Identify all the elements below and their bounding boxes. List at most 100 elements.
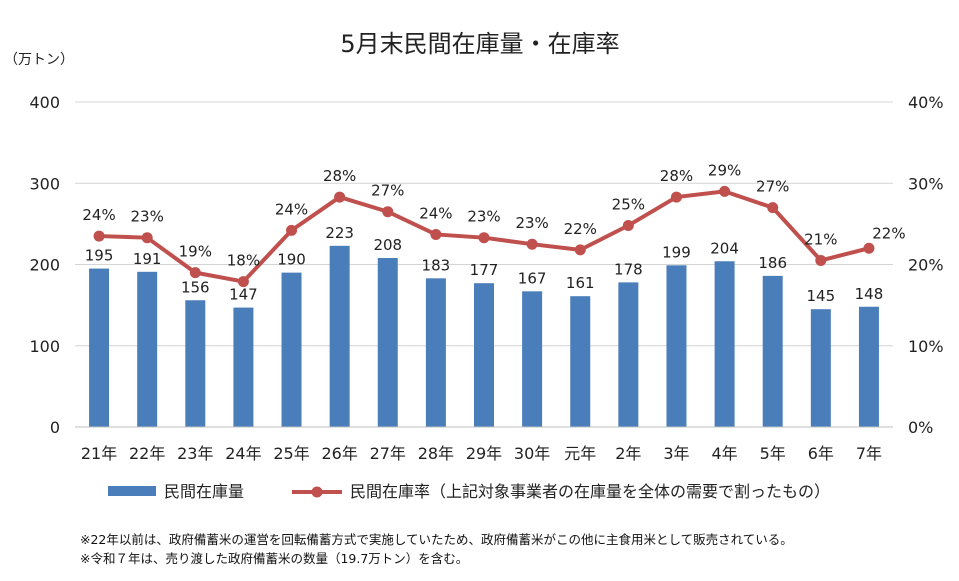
line-value-label: 18%	[227, 252, 260, 270]
line-point	[189, 267, 201, 279]
line-value-label: 24%	[275, 200, 308, 218]
bar-value-label: 145	[807, 287, 836, 305]
line-point	[286, 224, 298, 236]
line-value-label: 19%	[179, 243, 212, 261]
y-left-tick-label: 0	[50, 418, 60, 437]
bar-value-label: 156	[181, 278, 210, 296]
bar-value-label: 208	[373, 236, 402, 254]
bar	[666, 265, 687, 427]
x-tick-label: 27年	[370, 444, 406, 463]
footnotes: ※22年以前は、政府備蓄米の運営を回転備蓄方式で実施していたため、政府備蓄米がこ…	[80, 530, 793, 568]
bar-value-label: 183	[422, 256, 451, 274]
y-right-tick-label: 40%	[908, 93, 944, 112]
bar	[618, 282, 639, 427]
bar	[233, 307, 254, 427]
legend: 民間在庫量 民間在庫率（上記対象事業者の在庫量を全体の需要で割ったもの）	[108, 482, 830, 501]
line-value-label: 21%	[804, 230, 837, 248]
bar	[89, 268, 110, 427]
bar-value-label: 148	[855, 285, 884, 303]
bar-value-label: 199	[662, 243, 691, 261]
bar	[474, 283, 494, 427]
bar-series	[89, 245, 879, 427]
y-right-tick-label: 30%	[908, 174, 944, 193]
x-tick-label: 元年	[564, 444, 596, 463]
bar-value-label: 190	[277, 251, 306, 269]
line-point	[382, 206, 394, 218]
legend-label-line: 民間在庫率（上記対象事業者の在庫量を全体の需要で割ったもの）	[350, 482, 830, 501]
bar	[522, 291, 543, 427]
line-value-label: 23%	[467, 208, 500, 226]
bar-value-label: 204	[710, 239, 739, 257]
line-point	[670, 191, 682, 203]
line-point	[237, 276, 249, 288]
line-point	[430, 228, 442, 240]
bar-value-label: 161	[566, 274, 595, 292]
bar-value-label: 191	[133, 250, 162, 268]
line-point	[767, 202, 779, 214]
bar	[281, 272, 302, 427]
line-value-label: 25%	[612, 196, 645, 214]
line-value-label: 22%	[872, 224, 905, 242]
line-point	[93, 230, 105, 242]
x-tick-label: 6年	[808, 444, 834, 463]
legend-swatch-bar	[108, 486, 156, 496]
line-point	[478, 232, 490, 244]
bar	[377, 258, 398, 427]
x-tick-label: 22年	[129, 444, 165, 463]
line-value-label: 24%	[82, 206, 115, 224]
bar	[425, 278, 446, 427]
x-tick-label: 25年	[273, 444, 309, 463]
line-point	[622, 220, 634, 231]
x-tick-label: 7年	[856, 444, 882, 463]
bar-value-label: 167	[518, 269, 547, 287]
axes: 0 0% 100 10% 200 20% 300 30% 400 40% 21年 22年 23年 24年 2…	[29, 93, 943, 463]
line-value-label: 23%	[131, 208, 164, 226]
x-tick-label: 29年	[466, 444, 502, 463]
bar	[570, 296, 591, 427]
bar-value-label: 178	[614, 260, 643, 278]
bar-value-label: 147	[229, 286, 258, 304]
y-right-tick-label: 20%	[908, 256, 944, 275]
legend-label-bar: 民間在庫量	[164, 482, 244, 501]
x-tick-label: 21年	[81, 444, 117, 463]
line-point	[141, 232, 153, 244]
line-value-label: 22%	[564, 220, 597, 238]
bar-value-label: 177	[470, 261, 499, 279]
data-labels: 195 191 156 147 190 223 208 183 177 167 161 178 199 2…	[82, 161, 905, 305]
bar-value-label: 186	[758, 254, 787, 272]
bar	[137, 271, 158, 427]
y-left-tick-label: 200	[29, 256, 60, 275]
y-left-unit: （万トン）	[4, 52, 74, 68]
line-point	[719, 185, 731, 197]
bar-value-label: 223	[325, 224, 354, 242]
line-point	[863, 242, 875, 254]
line-point	[815, 254, 827, 266]
bar-value-label: 195	[85, 247, 114, 265]
line-value-label: 27%	[371, 182, 404, 200]
line-point	[334, 191, 346, 203]
x-tick-label: 23年	[177, 444, 213, 463]
x-tick-label: 26年	[321, 444, 357, 463]
y-left-tick-label: 300	[29, 174, 60, 193]
x-tick-label: 4年	[711, 444, 737, 463]
bar	[810, 309, 831, 427]
x-tick-label: 28年	[418, 444, 454, 463]
bar	[329, 245, 350, 427]
bar	[762, 275, 783, 427]
footnote-2: ※令和７年は、売り渡した政府備蓄米の数量（19.7万トン）を含む。	[80, 551, 469, 566]
y-right-tick-label: 10%	[908, 337, 944, 356]
line-point	[526, 238, 538, 250]
bar	[185, 300, 206, 427]
legend-swatch-marker	[311, 486, 323, 498]
chart-title: 5月末民間在庫量・在庫率	[340, 30, 619, 58]
x-tick-label: 5年	[760, 444, 786, 463]
y-left-tick-label: 100	[29, 337, 60, 356]
x-tick-label: 3年	[663, 444, 689, 463]
y-left-tick-label: 400	[29, 93, 60, 112]
y-right-tick-label: 0%	[908, 418, 933, 437]
footnote-1: ※22年以前は、政府備蓄米の運営を回転備蓄方式で実施していたため、政府備蓄米がこ…	[80, 532, 793, 547]
line-value-label: 23%	[515, 214, 548, 232]
line-value-label: 24%	[419, 204, 452, 222]
x-tick-label: 30年	[514, 444, 550, 463]
